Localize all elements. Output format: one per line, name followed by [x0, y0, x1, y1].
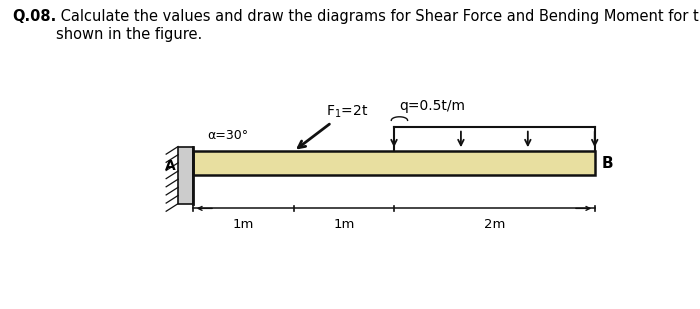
Text: F$_1$=2t: F$_1$=2t: [326, 104, 368, 120]
Text: Q.08.: Q.08.: [13, 9, 57, 24]
Bar: [193, 151, 595, 175]
Text: 2m: 2m: [484, 218, 505, 231]
Bar: [178, 146, 193, 204]
Text: 1m: 1m: [233, 218, 254, 231]
Text: B: B: [601, 156, 613, 171]
Text: A: A: [164, 159, 176, 173]
Text: Calculate the values and draw the diagrams for Shear Force and Bending Moment fo: Calculate the values and draw the diagra…: [56, 9, 700, 42]
Text: q=0.5t/m: q=0.5t/m: [400, 99, 466, 113]
Text: 1m: 1m: [333, 218, 354, 231]
Text: α=30°: α=30°: [207, 129, 248, 142]
